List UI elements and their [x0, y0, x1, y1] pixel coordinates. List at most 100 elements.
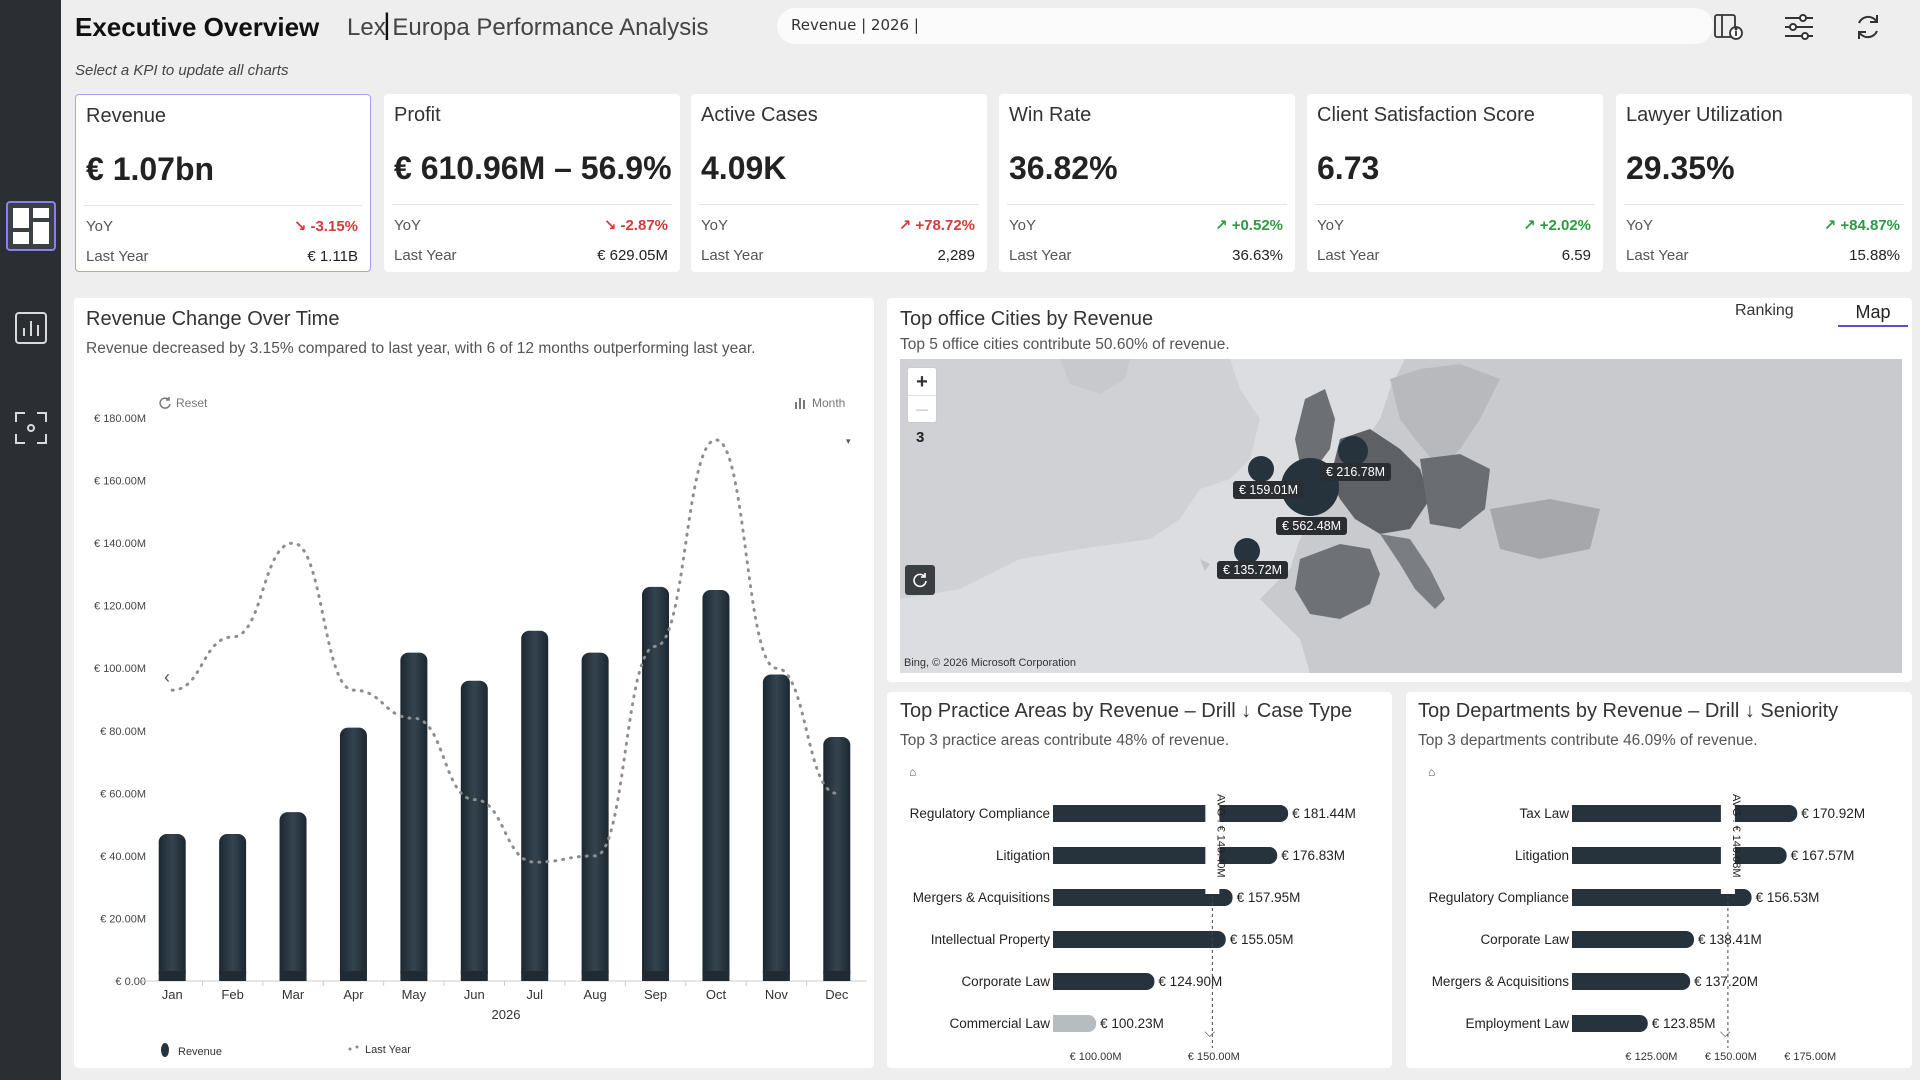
- kpi-divider: [84, 205, 362, 206]
- city-bubble-label[interactable]: € 562.48M: [1276, 517, 1348, 535]
- kpi-last-year-value: 6.59: [1561, 247, 1591, 264]
- bar-value-label: € 167.57M: [1791, 848, 1855, 863]
- kpi-divider: [392, 204, 672, 205]
- map-reset-view-button[interactable]: [905, 565, 935, 595]
- revenue-bar[interactable]: [279, 812, 307, 981]
- x-axis-year-label: 2026: [492, 1007, 521, 1022]
- dashboard-nav-icon[interactable]: [6, 201, 56, 251]
- city-bubble-label[interactable]: € 159.01M: [1233, 481, 1305, 499]
- expand-chevron-icon[interactable]: ⌵: [1204, 1024, 1215, 1040]
- revenue-bar[interactable]: [521, 630, 549, 981]
- report-chart-icon[interactable]: [6, 303, 56, 353]
- x-tick-label: Dec: [825, 987, 849, 1002]
- kpi-card-lawyer-utilization[interactable]: Lawyer Utilization 29.35% YoY ↗ +84.87% Last…: [1616, 94, 1912, 272]
- map-view[interactable]: € 159.01M € 216.78M € 562.48M € 135.72M + —…: [900, 359, 1902, 673]
- kpi-value: 36.82%: [1009, 150, 1118, 186]
- horizontal-bar[interactable]: [1572, 973, 1691, 990]
- revenue-bar[interactable]: [581, 652, 609, 981]
- kpi-last-year-value: 15.88%: [1849, 247, 1900, 264]
- bar-category-label: Litigation: [996, 848, 1050, 863]
- bar-category-label: Regulatory Compliance: [1429, 890, 1569, 905]
- bar-chart-icon: [795, 398, 805, 409]
- x-tick-label: Jan: [162, 987, 183, 1002]
- bar-category-label: Commercial Law: [949, 1016, 1050, 1031]
- bar-value-label: € 123.85M: [1652, 1016, 1716, 1031]
- kpi-yoy-label: YoY: [1009, 217, 1036, 234]
- horizontal-bar[interactable]: [1053, 805, 1289, 822]
- revenue-bar[interactable]: [702, 590, 730, 981]
- expand-chevron-icon[interactable]: ⌵: [1720, 1024, 1731, 1040]
- kpi-title: Lawyer Utilization: [1626, 104, 1783, 126]
- legend-revenue-label: Revenue: [178, 1046, 222, 1058]
- y-tick-label: € 0.00: [115, 976, 146, 988]
- revenue-bar[interactable]: [823, 737, 851, 981]
- horizontal-bar[interactable]: [1572, 805, 1798, 822]
- horizontal-bar[interactable]: [1572, 1015, 1648, 1032]
- horizontal-bar[interactable]: [1053, 1015, 1097, 1032]
- bookmark-info-icon[interactable]: [1711, 10, 1747, 44]
- granularity-button[interactable]: Month: [794, 396, 845, 410]
- revenue-bar[interactable]: [158, 833, 186, 981]
- refresh-icon[interactable]: [1850, 10, 1886, 44]
- revenue-bar[interactable]: [400, 652, 428, 981]
- bar-category-label: Litigation: [1515, 848, 1569, 863]
- revenue-bar[interactable]: [219, 833, 247, 981]
- horizontal-bar[interactable]: [1053, 847, 1278, 864]
- zoom-out-button[interactable]: —: [916, 402, 928, 416]
- kpi-value: 29.35%: [1626, 150, 1735, 186]
- kpi-card-active-cases[interactable]: Active Cases 4.09K YoY ↗ +78.72% Last Year 2,…: [691, 94, 987, 272]
- filter-sliders-icon[interactable]: [1781, 10, 1817, 44]
- x-tick-label: Apr: [343, 987, 364, 1002]
- revenue-bar[interactable]: [339, 727, 367, 981]
- revenue-bar-base: [581, 971, 609, 981]
- horizontal-bar[interactable]: [1053, 889, 1233, 906]
- revenue-bar[interactable]: [762, 674, 790, 981]
- city-bubble-label[interactable]: € 216.78M: [1320, 463, 1392, 481]
- tab-ranking[interactable]: Ranking: [1735, 302, 1794, 319]
- horizontal-bar[interactable]: [1572, 847, 1787, 864]
- kpi-yoy-value: ↗ +0.52%: [1214, 217, 1283, 234]
- city-bubble-label[interactable]: € 135.72M: [1217, 561, 1289, 579]
- kpi-last-year-label: Last Year: [394, 247, 457, 264]
- bar-value-label: € 181.44M: [1292, 806, 1356, 821]
- revenue-bar-base: [702, 971, 730, 981]
- kpi-divider: [1315, 204, 1595, 205]
- kpi-card-profit[interactable]: Profit € 610.96M – 56.9% YoY ↘ -2.87% Last Y…: [384, 94, 680, 272]
- kpi-last-year-value: € 1.11B: [307, 248, 358, 265]
- kpi-value: 4.09K: [701, 150, 787, 186]
- horizontal-bar[interactable]: [1572, 931, 1695, 948]
- y-tick-label: € 180.00M: [94, 413, 146, 425]
- kpi-last-year-value: € 629.05M: [597, 247, 668, 264]
- search-input[interactable]: Revenue | 2026 |: [777, 8, 1713, 44]
- kpi-divider: [699, 204, 979, 205]
- practice-areas-bar-chart: ⌂ Regulatory Compliance € 181.44M Litigatio…: [909, 765, 1356, 1063]
- drill-up-home-icon[interactable]: ⌂: [1428, 765, 1435, 779]
- y-tick-label: € 160.00M: [94, 476, 146, 488]
- chart-menu-chevron-icon[interactable]: ▾: [846, 436, 851, 446]
- horizontal-bar[interactable]: [1053, 973, 1155, 990]
- drill-up-home-icon[interactable]: ⌂: [909, 765, 916, 779]
- kpi-card-client-satisfaction-score[interactable]: Client Satisfaction Score 6.73 YoY ↗ +2.02%…: [1307, 94, 1603, 272]
- tab-map[interactable]: Map: [1838, 302, 1908, 327]
- y-tick-label: € 100.00M: [94, 663, 146, 675]
- horizontal-bar[interactable]: [1053, 931, 1226, 948]
- last-year-line[interactable]: [170, 438, 839, 864]
- legend-last-year-swatch: [348, 1047, 352, 1051]
- kpi-card-win-rate[interactable]: Win Rate 36.82% YoY ↗ +0.52% Last Year 36.63%: [999, 94, 1295, 272]
- zoom-in-button[interactable]: +: [908, 368, 936, 396]
- x-tick-label: Sep: [644, 987, 667, 1002]
- horizontal-bar[interactable]: [1572, 889, 1752, 906]
- kpi-card-revenue[interactable]: Revenue € 1.07bn YoY ↘ -3.15% Last Year € 1.1…: [75, 94, 371, 272]
- left-navigation-rail: [0, 0, 61, 1080]
- reset-button[interactable]: Reset: [158, 396, 207, 410]
- scroll-left-chevron-icon[interactable]: ‹: [164, 667, 170, 687]
- bar-category-label: Employment Law: [1465, 1016, 1569, 1031]
- revenue-bar[interactable]: [460, 680, 488, 981]
- kpi-last-year-label: Last Year: [1317, 247, 1380, 264]
- horizontal-bar-base: [1572, 847, 1581, 864]
- kpi-last-year-label: Last Year: [701, 247, 764, 264]
- bar-category-label: Corporate Law: [1480, 932, 1569, 947]
- revenue-bar[interactable]: [642, 586, 670, 981]
- focus-mode-icon[interactable]: [6, 403, 56, 453]
- bar-category-label: Mergers & Acquisitions: [1432, 974, 1570, 989]
